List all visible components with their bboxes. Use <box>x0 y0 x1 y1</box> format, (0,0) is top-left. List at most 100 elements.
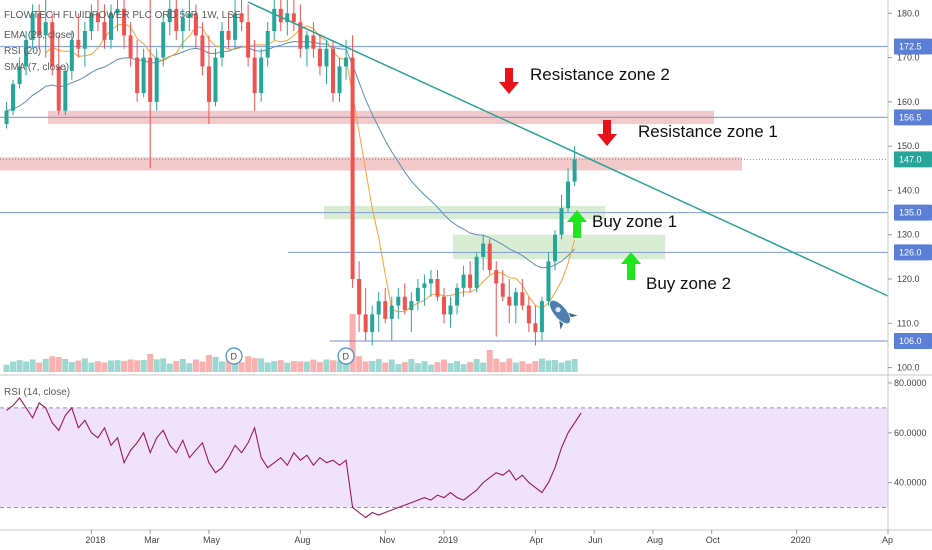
candle-body <box>37 13 42 36</box>
rsi-tick-label: 40.0000 <box>894 478 927 488</box>
zone-label: Buy zone 2 <box>646 274 731 293</box>
legend: RSI (14, close) FLOWTECH FLUIDPOWER PLC O… <box>4 10 241 398</box>
volume-bar <box>121 360 128 372</box>
rocket-icon-part <box>568 312 578 318</box>
candle-body <box>507 296 512 306</box>
indicator-legend-item: EMA (28, close) <box>4 30 75 41</box>
candle-body <box>239 13 244 23</box>
volume-bar <box>571 359 578 372</box>
volume-layer <box>3 314 578 372</box>
rsi-pane <box>0 396 888 519</box>
candle-body <box>115 8 120 14</box>
candle-body <box>43 22 48 36</box>
candle-body <box>455 287 460 306</box>
candle-body <box>82 31 87 49</box>
candle-body <box>357 279 362 315</box>
price-tick-label: 120.0 <box>897 274 920 284</box>
volume-bar <box>42 358 49 372</box>
volume-bar <box>153 359 160 372</box>
candle-body <box>187 13 192 18</box>
candle-body <box>148 57 153 102</box>
candle-body <box>63 70 68 111</box>
volume-bar <box>88 362 95 372</box>
volume-bar <box>186 363 193 372</box>
price-tag-bg <box>894 38 932 55</box>
volume-bar <box>316 362 323 372</box>
candle-body <box>167 8 172 23</box>
candle-body <box>141 57 146 93</box>
candle-body <box>200 35 205 67</box>
volume-bar <box>401 362 408 372</box>
volume-bar <box>290 361 297 372</box>
volume-bar <box>212 356 219 372</box>
candle-body <box>363 314 368 333</box>
volume-bar <box>68 361 75 372</box>
descending-trendline <box>247 1 889 297</box>
candle-body <box>487 243 492 271</box>
price-tick-label: 180.0 <box>897 8 920 18</box>
candle-body <box>559 208 564 235</box>
candle-body <box>17 66 22 85</box>
volume-bar <box>277 360 284 372</box>
volume-bar <box>271 361 278 372</box>
volume-bar <box>388 359 395 372</box>
zone-label: Buy zone 1 <box>592 212 677 231</box>
price-tag-label: 147.0 <box>899 154 922 164</box>
moving-averages-layer <box>6 22 576 313</box>
time-tick-label: May <box>203 535 221 545</box>
volume-bar <box>473 359 480 372</box>
rsi-line <box>6 396 582 519</box>
candle-body <box>481 243 486 257</box>
time-tick-label: Ap <box>882 535 893 545</box>
volume-bar <box>264 362 271 372</box>
buy-zone-2-arrow-icon <box>621 252 641 280</box>
volume-bar <box>179 359 186 372</box>
rocket-icon-part <box>559 320 564 330</box>
price-tick-label: 160.0 <box>897 97 920 107</box>
candle-body <box>161 22 166 58</box>
candle-body <box>206 66 211 102</box>
volume-bar <box>441 359 447 372</box>
volume-bar <box>62 358 69 372</box>
dividend-marker <box>225 347 243 365</box>
indicator-legend-item: RSI (20) <box>4 46 41 57</box>
candle-body <box>233 13 238 40</box>
volume-bar <box>558 362 565 372</box>
volume-bar <box>29 359 36 372</box>
volume-bar <box>81 358 88 372</box>
candle-body <box>89 13 94 32</box>
candle-body <box>461 274 466 288</box>
candle-body <box>402 296 407 310</box>
candle-body <box>331 48 335 93</box>
candle-body <box>174 8 179 31</box>
volume-bar <box>310 359 317 372</box>
rsi-tick-label: 80.0000 <box>894 378 927 388</box>
volume-bar <box>3 364 10 372</box>
candle-body <box>291 13 296 23</box>
candle-body <box>252 57 257 93</box>
price-tick-label: 150.0 <box>897 141 920 151</box>
volume-bar <box>134 360 141 372</box>
resistance-zone-1-arrow-icon <box>597 120 617 146</box>
volume-bar <box>499 362 506 372</box>
time-tick-label: Aug <box>294 535 310 545</box>
candle-body <box>396 296 401 306</box>
price-tag-bg <box>894 151 932 168</box>
volume-bar <box>199 361 206 372</box>
time-tick-label: 2020 <box>791 535 811 545</box>
price-tag-label: 172.5 <box>899 42 922 52</box>
price-tag-label: 106.0 <box>899 336 922 346</box>
zone-label: Resistance zone 2 <box>530 65 670 84</box>
volume-bar <box>382 362 389 372</box>
volume-bar <box>205 355 212 372</box>
candle-body <box>135 57 140 93</box>
volume-bar <box>16 360 23 372</box>
price-tick-label: 130.0 <box>897 230 920 240</box>
volume-bar <box>421 361 428 372</box>
time-tick-label: 2019 <box>438 535 458 545</box>
volume-bar <box>101 362 108 372</box>
volume-bar <box>369 361 376 372</box>
time-tick-label: Oct <box>706 535 721 545</box>
time-tick-label: Aug <box>647 535 663 545</box>
